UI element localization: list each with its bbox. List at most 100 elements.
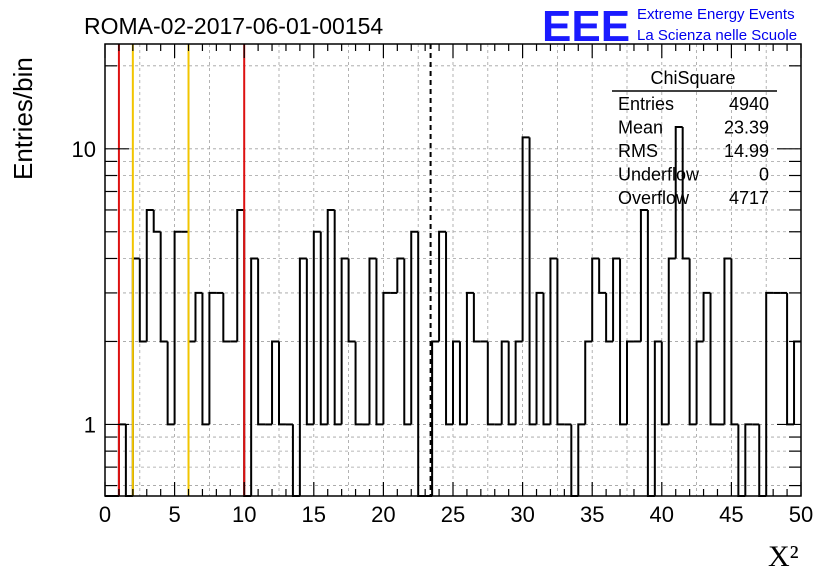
histogram-bin: [354, 341, 363, 426]
stats-row-value: 4940: [729, 94, 769, 114]
stats-row-value: 14.99: [724, 141, 769, 161]
histogram-bin: [612, 257, 621, 342]
y-axis-ticks: 1 10: [72, 65, 801, 487]
histogram-bin: [702, 291, 711, 342]
histogram-bin: [319, 231, 328, 426]
histogram-bin: [500, 340, 509, 425]
stats-row-value: 4717: [729, 188, 769, 208]
vertical-markers: [117, 44, 432, 496]
x-tick-label: 20: [371, 502, 395, 527]
histogram-bin: [438, 230, 447, 342]
stats-row-label: Underflow: [618, 165, 700, 185]
x-tick-label: 45: [719, 502, 743, 527]
histogram-bin: [577, 423, 586, 496]
histogram-bin: [458, 341, 467, 426]
histogram-bin: [709, 292, 718, 426]
histogram-bin: [674, 125, 683, 259]
histogram-bin: [445, 231, 453, 426]
stats-row-label: Mean: [618, 118, 663, 138]
histogram-bin: [166, 341, 175, 426]
histogram-bin: [340, 257, 349, 425]
histogram-bin: [417, 231, 426, 497]
x-tick-label: 0: [99, 502, 111, 527]
histogram-bin: [201, 292, 210, 426]
histogram-bin: [131, 257, 140, 496]
histogram-bin: [403, 258, 412, 426]
histogram-bin: [347, 258, 356, 343]
histogram-bin: [396, 257, 405, 293]
y-tick-label: 1: [84, 412, 96, 437]
histogram-bin: [653, 340, 662, 496]
histogram-bin: [208, 291, 217, 425]
histogram-bin: [667, 257, 676, 425]
histogram-bin: [173, 230, 182, 425]
stats-row-label: Overflow: [618, 188, 690, 208]
x-tick-label: 50: [789, 502, 813, 527]
histogram-bin: [626, 340, 634, 425]
histogram-bin: [535, 291, 544, 425]
logo-line-1: Extreme Energy Events: [637, 6, 795, 23]
histogram-bin: [765, 291, 774, 496]
grid-lines: [105, 44, 801, 496]
x-tick-label: 5: [168, 502, 180, 527]
histogram-bin: [584, 340, 593, 425]
histogram-bin: [556, 258, 565, 426]
histogram-bin: [138, 258, 147, 343]
histogram-bin: [194, 291, 203, 342]
stats-box-name: ChiSquare: [650, 68, 735, 88]
chart-title: ROMA-02-2017-06-01-00154: [84, 13, 383, 39]
stats-box: ChiSquare Entries 4940 Mean 23.39 RMS 14.99 Un…: [612, 68, 777, 208]
histogram-bin: [187, 231, 196, 343]
x-tick-label: 35: [580, 502, 604, 527]
histogram-bin: [368, 257, 377, 425]
histogram-bin: [528, 137, 537, 426]
histogram-bin: [542, 292, 551, 426]
histogram-bin: [278, 341, 286, 426]
histogram-bin: [591, 257, 600, 342]
histogram-bin: [681, 126, 690, 260]
histogram-bin: [786, 292, 795, 426]
histogram-bin: [605, 292, 614, 343]
histogram-bin: [271, 340, 279, 425]
stats-row-label: RMS: [618, 141, 658, 161]
logo-text: EEE: [542, 2, 630, 51]
histogram-bin: [382, 291, 391, 425]
histogram-bin: [375, 258, 384, 426]
histogram-bin: [730, 258, 739, 426]
histogram-bin: [598, 258, 607, 294]
histogram-bin: [723, 257, 732, 425]
histogram-bin: [243, 209, 252, 497]
histogram-bin: [472, 292, 481, 343]
histogram-bin: [152, 209, 161, 233]
histogram-bin: [619, 258, 627, 426]
histogram-bin: [646, 209, 655, 497]
stats-row-label: Entries: [618, 94, 674, 114]
histogram-bin: [639, 208, 648, 342]
histogram-bin: [333, 209, 342, 426]
x-tick-label: 15: [302, 502, 326, 527]
histogram-bin: [326, 208, 335, 425]
x-axis-ticks: 0 5 10 15 20 25 30 35 40 45 50: [99, 44, 813, 527]
histogram-bin: [312, 230, 321, 425]
histogram-bin: [688, 258, 697, 426]
histogram-bin: [257, 258, 266, 426]
logo-line-2: La Scienza nelle Scuole: [637, 27, 797, 44]
histogram-bin: [486, 341, 495, 426]
x-tick-label: 25: [441, 502, 465, 527]
histogram-bin: [431, 340, 440, 496]
stats-row-value: 23.39: [724, 118, 769, 138]
histogram-bin: [507, 341, 516, 426]
histogram-bin: [159, 231, 168, 343]
histogram-bin: [744, 423, 753, 496]
y-axis-title: Entries/bin: [8, 57, 38, 180]
histogram-bin: [222, 292, 231, 343]
stats-row-value: 0: [759, 165, 769, 185]
histogram-bin: [145, 208, 154, 342]
x-tick-label: 30: [510, 502, 534, 527]
histogram-bin: [410, 230, 419, 425]
histogram-bin: [793, 340, 801, 425]
histogram-bin: [305, 258, 314, 426]
x-axis-title: X²: [768, 540, 799, 572]
histogram-bin: [514, 340, 523, 425]
